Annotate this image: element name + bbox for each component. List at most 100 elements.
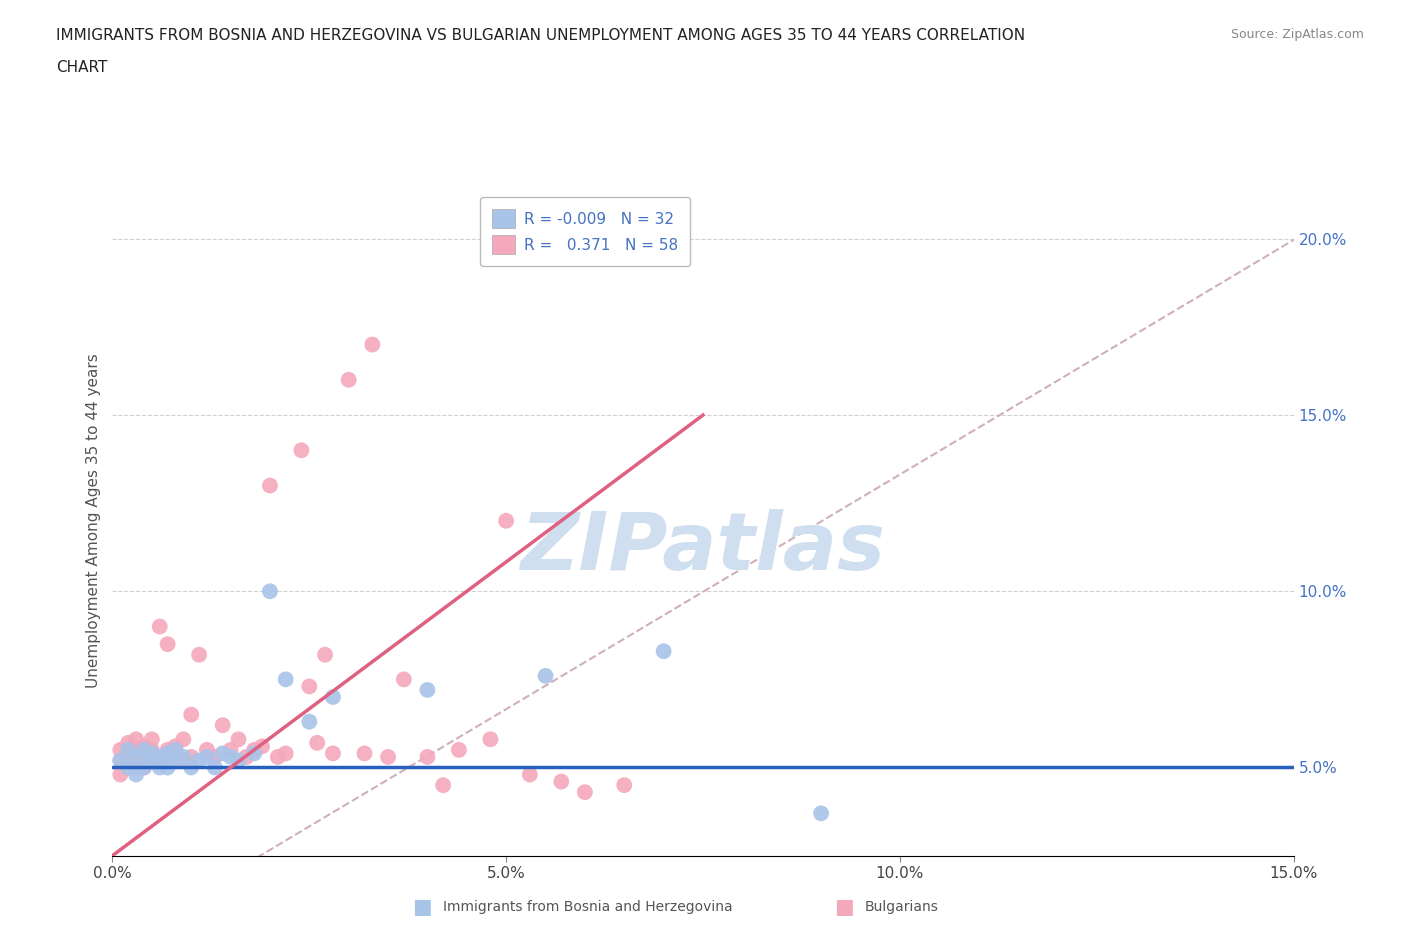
Point bbox=[125, 732, 148, 747]
Point bbox=[180, 760, 202, 775]
Point bbox=[132, 760, 155, 775]
Text: ZIPatlas: ZIPatlas bbox=[520, 509, 886, 587]
Point bbox=[117, 760, 139, 775]
Point bbox=[172, 732, 194, 747]
Point bbox=[219, 742, 242, 757]
Point bbox=[110, 767, 132, 782]
Point bbox=[290, 443, 312, 458]
Point bbox=[274, 746, 297, 761]
Point bbox=[125, 742, 148, 757]
Point bbox=[307, 736, 329, 751]
Point bbox=[298, 679, 321, 694]
Text: CHART: CHART bbox=[56, 60, 108, 75]
Point bbox=[195, 750, 218, 764]
Point bbox=[172, 750, 194, 764]
Point bbox=[228, 753, 250, 768]
Point bbox=[377, 750, 399, 764]
Point bbox=[141, 753, 163, 768]
Point bbox=[180, 707, 202, 722]
Text: Immigrants from Bosnia and Herzegovina: Immigrants from Bosnia and Herzegovina bbox=[443, 899, 733, 914]
Point bbox=[337, 372, 360, 387]
Point bbox=[117, 760, 139, 775]
Point bbox=[447, 742, 470, 757]
Point bbox=[110, 753, 132, 768]
Point bbox=[188, 647, 211, 662]
Point bbox=[259, 478, 281, 493]
Point bbox=[156, 637, 179, 652]
Legend: R = -0.009   N = 32, R =   0.371   N = 58: R = -0.009 N = 32, R = 0.371 N = 58 bbox=[479, 197, 690, 266]
Point bbox=[125, 760, 148, 775]
Point bbox=[149, 753, 172, 768]
Point bbox=[141, 742, 163, 757]
Point bbox=[652, 644, 675, 658]
Point bbox=[165, 750, 187, 764]
Point bbox=[211, 718, 233, 733]
Point bbox=[204, 760, 226, 775]
Point bbox=[267, 750, 290, 764]
Text: Source: ZipAtlas.com: Source: ZipAtlas.com bbox=[1230, 28, 1364, 41]
Point bbox=[156, 742, 179, 757]
Point bbox=[235, 750, 257, 764]
Y-axis label: Unemployment Among Ages 35 to 44 years: Unemployment Among Ages 35 to 44 years bbox=[86, 353, 101, 688]
Point bbox=[259, 584, 281, 599]
Point bbox=[228, 732, 250, 747]
Point bbox=[243, 746, 266, 761]
Point bbox=[416, 750, 439, 764]
Point bbox=[110, 742, 132, 757]
Point bbox=[156, 750, 179, 764]
Point bbox=[132, 750, 155, 764]
Point bbox=[180, 750, 202, 764]
Point bbox=[432, 777, 454, 792]
Point bbox=[519, 767, 541, 782]
Point bbox=[165, 742, 187, 757]
Point bbox=[141, 746, 163, 761]
Point bbox=[156, 760, 179, 775]
Text: ■: ■ bbox=[412, 897, 432, 917]
Point bbox=[613, 777, 636, 792]
Point bbox=[298, 714, 321, 729]
Text: ■: ■ bbox=[834, 897, 853, 917]
Point bbox=[495, 513, 517, 528]
Point bbox=[219, 750, 242, 764]
Point bbox=[188, 753, 211, 768]
Point bbox=[156, 746, 179, 761]
Point bbox=[125, 753, 148, 768]
Point bbox=[322, 689, 344, 704]
Point bbox=[204, 750, 226, 764]
Point bbox=[117, 746, 139, 761]
Point bbox=[314, 647, 336, 662]
Point bbox=[165, 739, 187, 754]
Point bbox=[117, 736, 139, 751]
Point bbox=[125, 750, 148, 764]
Point bbox=[141, 753, 163, 768]
Point bbox=[574, 785, 596, 800]
Point bbox=[132, 739, 155, 754]
Point bbox=[110, 753, 132, 768]
Text: IMMIGRANTS FROM BOSNIA AND HERZEGOVINA VS BULGARIAN UNEMPLOYMENT AMONG AGES 35 T: IMMIGRANTS FROM BOSNIA AND HERZEGOVINA V… bbox=[56, 28, 1025, 43]
Point bbox=[195, 742, 218, 757]
Point bbox=[211, 746, 233, 761]
Point bbox=[534, 669, 557, 684]
Point bbox=[132, 760, 155, 775]
Point bbox=[149, 750, 172, 764]
Point bbox=[165, 753, 187, 768]
Point bbox=[149, 619, 172, 634]
Point bbox=[250, 739, 273, 754]
Point bbox=[810, 806, 832, 821]
Point bbox=[172, 753, 194, 768]
Text: Bulgarians: Bulgarians bbox=[865, 899, 939, 914]
Point bbox=[243, 742, 266, 757]
Point bbox=[125, 767, 148, 782]
Point bbox=[149, 760, 172, 775]
Point bbox=[117, 742, 139, 757]
Point bbox=[550, 774, 572, 789]
Point bbox=[141, 732, 163, 747]
Point bbox=[132, 742, 155, 757]
Point bbox=[274, 672, 297, 687]
Point bbox=[392, 672, 415, 687]
Point bbox=[353, 746, 375, 761]
Point bbox=[479, 732, 502, 747]
Point bbox=[322, 746, 344, 761]
Point bbox=[361, 338, 384, 352]
Point bbox=[416, 683, 439, 698]
